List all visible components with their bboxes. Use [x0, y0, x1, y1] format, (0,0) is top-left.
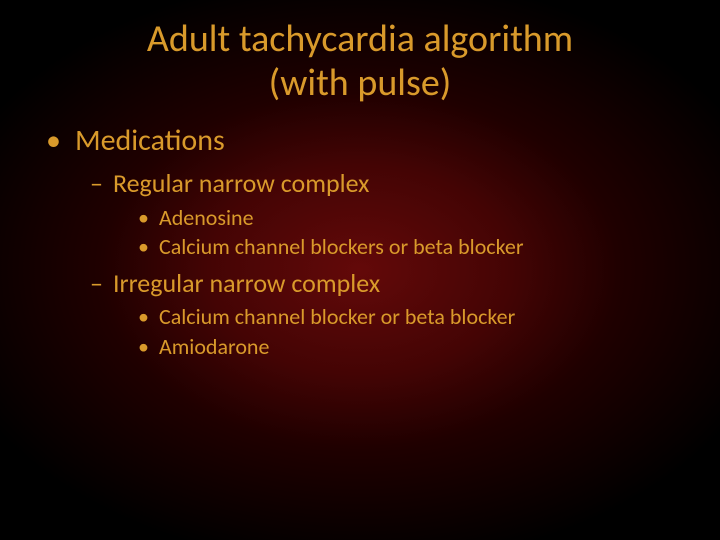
bullet-list-level-2: Regular narrow complex Adenosine Calcium… — [46, 167, 690, 360]
list-item-label: Calcium channel blockers or beta blocker — [159, 233, 524, 260]
list-item: Amiodarone — [138, 333, 690, 361]
bullet-list-level-1: Medications Regular narrow complex Adeno… — [36, 123, 690, 360]
bullet-list-level-3: Calcium channel blocker or beta blocker … — [90, 303, 690, 360]
slide-content: Medications Regular narrow complex Adeno… — [30, 123, 690, 360]
title-line-2: (with pulse) — [269, 60, 452, 106]
slide-title: Adult tachycardia algorithm (with pulse) — [63, 18, 657, 105]
list-item: Calcium channel blockers or beta blocker — [138, 233, 690, 261]
list-item: Medications Regular narrow complex Adeno… — [46, 123, 690, 360]
bullet-list-level-3: Adenosine Calcium channel blockers or be… — [90, 204, 690, 261]
list-item: Calcium channel blocker or beta blocker — [138, 303, 690, 331]
list-item-label: Medications — [75, 122, 225, 159]
list-item: Regular narrow complex Adenosine Calcium… — [90, 167, 690, 261]
list-item-label: Adenosine — [159, 204, 254, 231]
list-item: Adenosine — [138, 204, 690, 232]
slide: Adult tachycardia algorithm (with pulse)… — [0, 0, 720, 540]
list-item: Irregular narrow complex Calcium channel… — [90, 267, 690, 361]
list-item-label: Regular narrow complex — [113, 167, 369, 199]
list-item-label: Irregular narrow complex — [113, 267, 380, 299]
title-line-1: Adult tachycardia algorithm — [147, 16, 573, 62]
list-item-label: Amiodarone — [159, 333, 269, 360]
list-item-label: Calcium channel blocker or beta blocker — [159, 303, 515, 330]
